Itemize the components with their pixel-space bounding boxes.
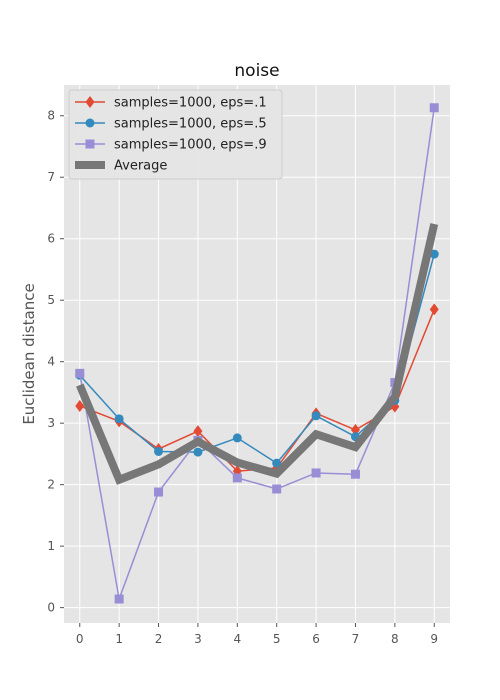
data-point <box>232 473 242 483</box>
x-tick-label: 8 <box>391 632 399 646</box>
data-point <box>114 414 124 424</box>
x-tick-label: 0 <box>76 632 84 646</box>
data-point <box>154 446 164 456</box>
y-tick-label: 2 <box>47 478 55 492</box>
data-point <box>75 399 85 412</box>
series-3 <box>76 223 439 485</box>
x-tick-label: 4 <box>233 632 241 646</box>
legend-label: samples=1000, eps=.5 <box>114 117 267 132</box>
data-point <box>193 425 203 438</box>
data-point <box>75 368 85 378</box>
y-tick-label: 1 <box>47 539 55 553</box>
y-tick-label: 3 <box>47 416 55 430</box>
y-tick-label: 4 <box>47 355 55 369</box>
legend-entry: Average <box>75 159 167 174</box>
data-point <box>114 594 124 604</box>
legend-marker <box>85 139 95 149</box>
y-tick-label: 7 <box>47 170 55 184</box>
legend: samples=1000, eps=.1 samples=1000, eps=.5… <box>68 89 283 180</box>
legend-marker <box>85 118 95 128</box>
data-point <box>429 103 439 113</box>
chart-title: noise <box>234 61 279 81</box>
y-tick-label: 8 <box>47 109 55 123</box>
legend-entry: samples=1000, eps=.9 <box>75 138 267 153</box>
legend-label: samples=1000, eps=.9 <box>114 138 267 153</box>
legend-marker <box>85 96 95 108</box>
x-tick-label: 2 <box>155 632 163 646</box>
data-point <box>272 484 282 494</box>
y-axis-label: Euclidean distance <box>20 283 38 424</box>
legend-entry: samples=1000, eps=.5 <box>75 117 267 132</box>
legend-label: samples=1000, eps=.1 <box>114 96 267 111</box>
data-point <box>311 468 321 478</box>
x-tick-label: 1 <box>115 632 123 646</box>
data-point <box>154 487 164 497</box>
legend-label: Average <box>114 159 167 174</box>
y-axis-ticks: 0 1 2 3 4 5 6 7 8 <box>47 109 64 615</box>
x-tick-label: 7 <box>352 632 360 646</box>
legend-entry: samples=1000, eps=.1 <box>75 96 267 111</box>
legend-box <box>68 89 283 180</box>
series-layer <box>75 103 439 604</box>
data-point <box>429 303 439 316</box>
x-tick-label: 5 <box>273 632 281 646</box>
x-axis-ticks: 0 1 2 3 4 5 6 7 8 9 <box>76 623 438 646</box>
data-point <box>193 447 203 457</box>
y-tick-label: 6 <box>47 232 55 246</box>
data-point <box>272 458 282 468</box>
y-tick-label: 0 <box>47 601 55 615</box>
x-tick-label: 9 <box>430 632 438 646</box>
data-point <box>232 433 242 443</box>
x-tick-label: 3 <box>194 632 202 646</box>
data-point <box>350 469 360 479</box>
y-tick-label: 5 <box>47 293 55 307</box>
data-point <box>429 249 439 259</box>
x-tick-label: 6 <box>312 632 320 646</box>
data-point <box>311 411 321 421</box>
series-line <box>76 223 439 485</box>
